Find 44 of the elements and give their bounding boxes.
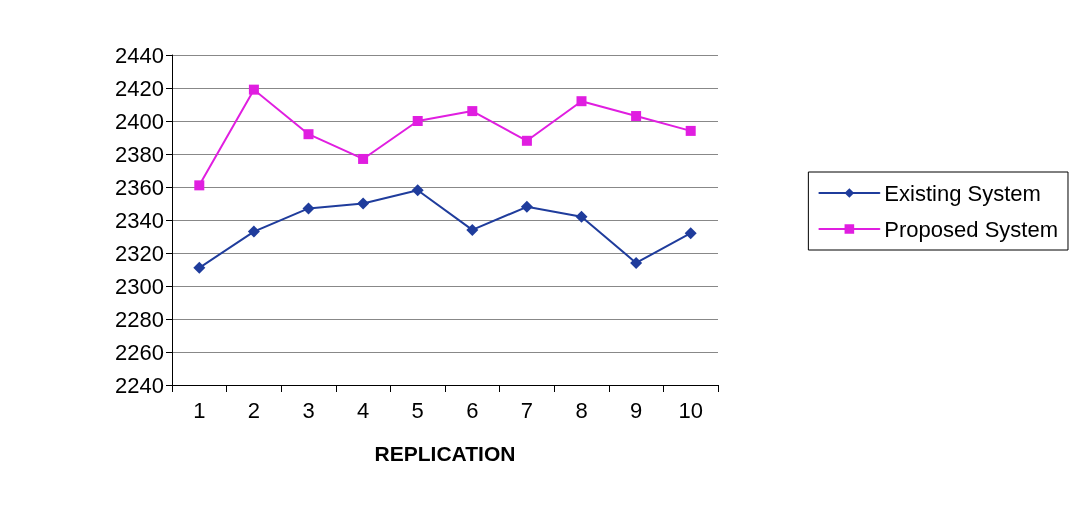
- y-tick-label: 2380: [115, 141, 164, 167]
- x-tick-label: 6: [466, 397, 479, 423]
- legend-label: Existing System: [884, 180, 1041, 206]
- x-tick-label: 7: [520, 397, 534, 423]
- point: [247, 225, 260, 238]
- point: [303, 129, 314, 140]
- y-tick-label: 2360: [115, 174, 164, 200]
- point: [520, 200, 533, 213]
- point: [357, 197, 370, 210]
- x-tick-label: 8: [575, 397, 588, 423]
- point: [576, 96, 587, 107]
- x-tick-label: 10: [678, 397, 703, 423]
- point: [467, 106, 478, 117]
- point: [575, 210, 588, 223]
- x-axis-title: REPLICATION: [374, 442, 516, 465]
- point: [631, 111, 642, 122]
- point: [411, 184, 424, 197]
- x-tick-label: 1: [193, 397, 206, 423]
- point: [193, 261, 206, 274]
- point: [194, 180, 205, 191]
- x-tick-label: 5: [411, 397, 424, 423]
- point: [630, 256, 643, 269]
- point: [684, 227, 697, 240]
- point: [521, 135, 532, 146]
- y-tick-label: 2300: [115, 273, 164, 299]
- y-tick-label: 2420: [115, 75, 164, 101]
- y-tick-label: 2400: [115, 108, 164, 134]
- point: [685, 125, 696, 136]
- x-tick-label: 2: [247, 397, 261, 423]
- point: [466, 223, 479, 236]
- point: [412, 116, 423, 126]
- y-tick-label: 2320: [115, 240, 164, 266]
- y-tick-label: 2240: [115, 372, 164, 398]
- x-tick-label: 4: [356, 397, 370, 423]
- point: [358, 153, 369, 164]
- y-tick-label: 2440: [115, 42, 164, 68]
- y-tick-label: 2280: [115, 306, 164, 332]
- x-tick-label: 9: [629, 397, 643, 423]
- legend-label: Proposed System: [884, 216, 1058, 242]
- point: [302, 202, 315, 215]
- y-tick-label: 2260: [115, 339, 164, 365]
- x-tick-label: 3: [302, 397, 315, 423]
- point: [248, 84, 259, 95]
- y-tick-label: 2340: [115, 207, 164, 233]
